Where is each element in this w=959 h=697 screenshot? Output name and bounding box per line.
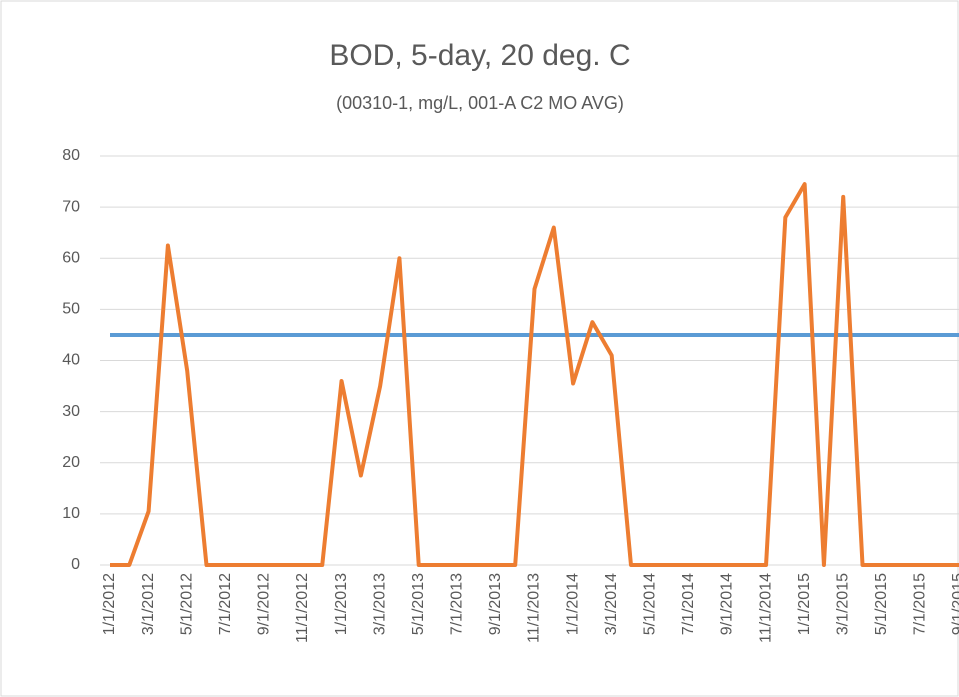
x-tick-label: 3/1/2013 [371, 573, 388, 635]
x-tick-label: 9/1/2013 [487, 573, 504, 635]
chart-subtitle: (00310-1, mg/L, 001-A C2 MO AVG) [336, 93, 624, 113]
x-tick-label: 9/1/2012 [256, 573, 273, 635]
x-tick-label: 5/1/2012 [178, 573, 195, 635]
series-line [110, 182, 959, 567]
x-tick-label: 1/1/2013 [333, 573, 350, 635]
x-tick-label: 3/1/2012 [140, 573, 157, 635]
x-tick-label: 1/1/2012 [101, 573, 118, 635]
x-tick-label: 11/1/2013 [526, 573, 543, 643]
y-tick-label: 30 [62, 403, 80, 420]
x-tick-label: 1/1/2015 [796, 573, 813, 635]
x-tick-label: 3/1/2014 [603, 573, 620, 635]
x-tick-label: 9/1/2015 [950, 573, 959, 635]
x-tick-label: 11/1/2014 [757, 573, 774, 643]
chart-title: BOD, 5-day, 20 deg. C [329, 39, 630, 72]
y-tick-label: 80 [62, 147, 80, 164]
x-tick-label: 7/1/2014 [680, 573, 697, 635]
x-tick-label: 5/1/2013 [410, 573, 427, 635]
y-tick-label: 10 [62, 505, 80, 522]
x-tick-label: 5/1/2014 [641, 573, 658, 635]
y-tick-label: 20 [62, 454, 80, 471]
x-tick-label: 7/1/2012 [217, 573, 234, 635]
x-tick-label: 9/1/2014 [719, 573, 736, 635]
y-tick-label: 50 [62, 301, 80, 318]
x-tick-label: 7/1/2013 [449, 573, 466, 635]
x-tick-label: 11/1/2012 [294, 573, 311, 643]
y-tick-label: 60 [62, 249, 80, 266]
y-tick-label: 0 [71, 556, 80, 573]
y-tick-label: 40 [62, 352, 80, 369]
x-tick-label: 5/1/2015 [873, 573, 890, 635]
x-tick-label: 7/1/2015 [912, 573, 929, 635]
y-tick-label: 70 [62, 198, 80, 215]
x-tick-label: 3/1/2015 [834, 573, 851, 635]
x-tick-label: 1/1/2014 [564, 573, 581, 635]
